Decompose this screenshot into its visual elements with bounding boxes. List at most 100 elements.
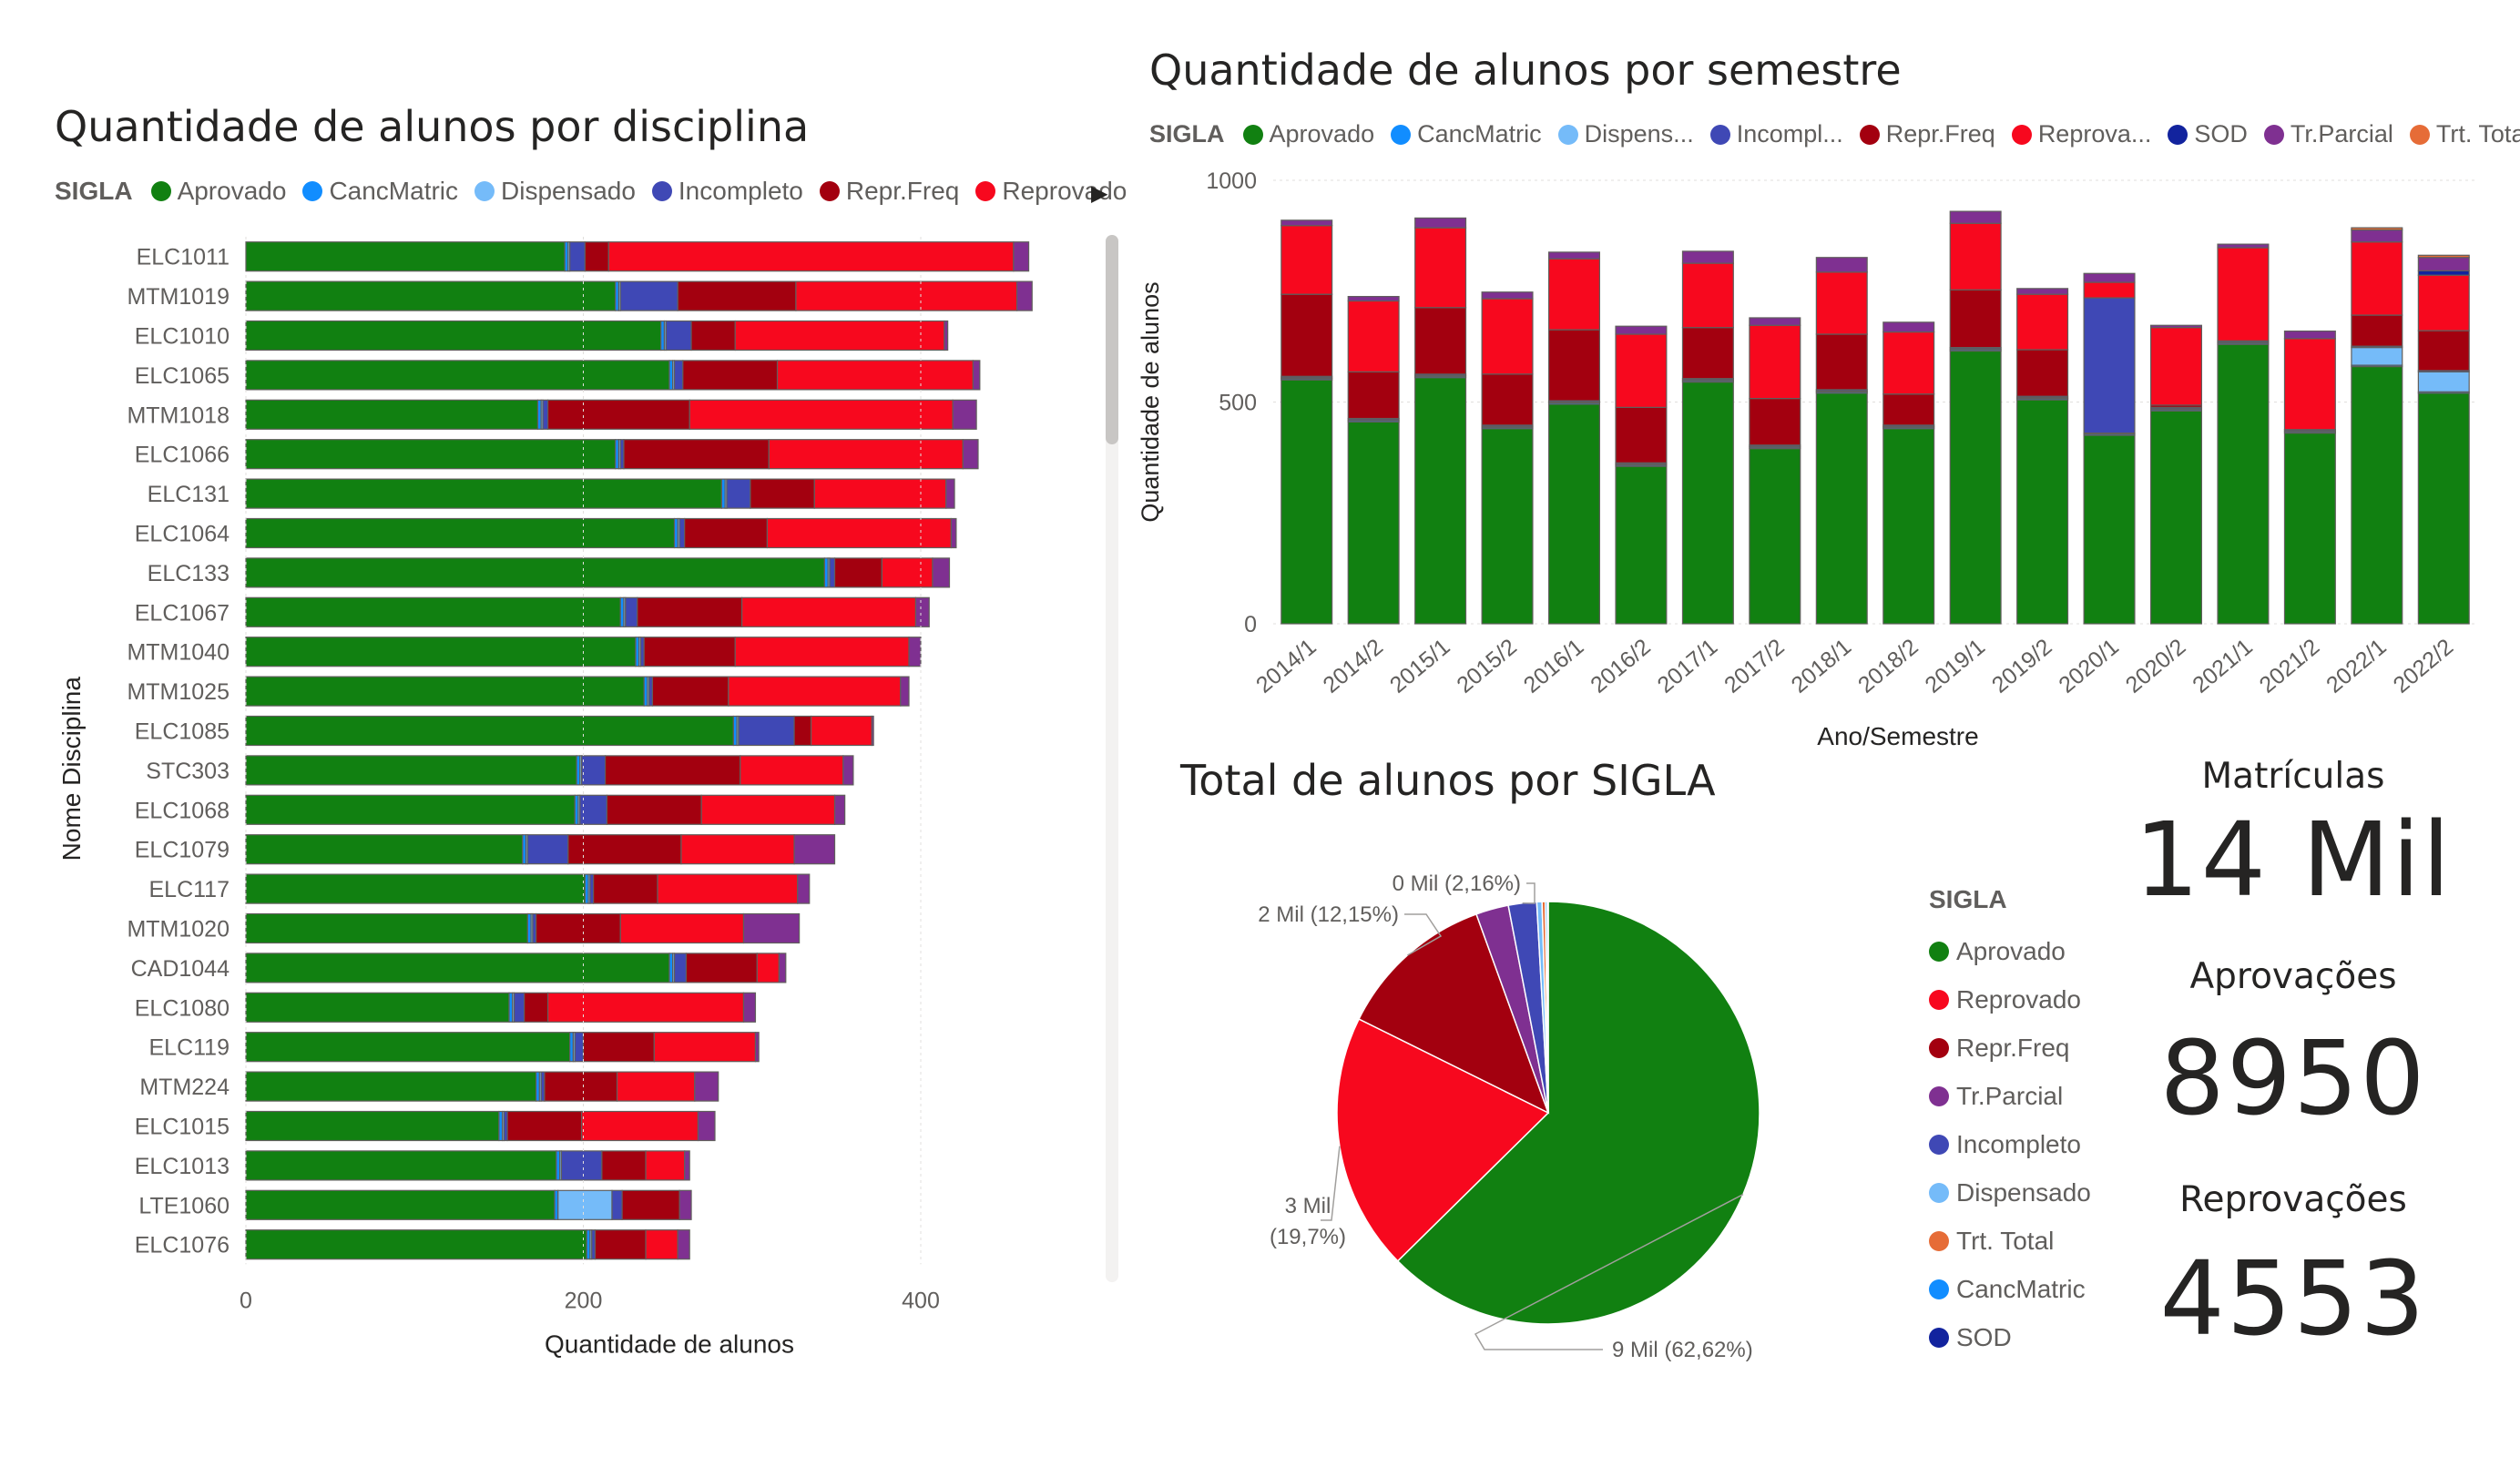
- legend-item-cancmatric[interactable]: CancMatric: [1391, 120, 1542, 148]
- column-segment-trt-total[interactable]: [2417, 254, 2470, 259]
- column-segment-repr-freq[interactable]: [1949, 289, 2002, 349]
- bar-segment-aprovado[interactable]: [245, 320, 662, 352]
- bar-segment-aprovado[interactable]: [245, 992, 510, 1023]
- bar-segment-aprovado[interactable]: [245, 834, 524, 865]
- bar-segment-reprovado[interactable]: [776, 360, 974, 391]
- bar-elc1064[interactable]: [245, 517, 957, 549]
- bar-segment-reprovado[interactable]: [768, 439, 964, 470]
- column-segment-tr-parcial[interactable]: [1681, 250, 1734, 264]
- column-segment-reprovado[interactable]: [1414, 227, 1467, 309]
- column-2014-2[interactable]: [1347, 295, 1400, 625]
- pie-legend-item-incompleto[interactable]: Incompleto: [1929, 1120, 2091, 1168]
- pie-legend-item-trt-total[interactable]: Trt. Total: [1929, 1217, 2091, 1265]
- bar-elc119[interactable]: [245, 1032, 760, 1063]
- bar-elc1068[interactable]: [245, 794, 846, 825]
- column-segment-repr-freq[interactable]: [2417, 330, 2470, 372]
- legend-item-cancmatric[interactable]: CancMatric: [302, 177, 458, 206]
- bar-segment-reprovado[interactable]: [728, 676, 902, 707]
- bar-segment-incompleto[interactable]: [829, 557, 836, 588]
- pie-legend-item-cancmatric[interactable]: CancMatric: [1929, 1265, 2091, 1313]
- bar-segment-tr-parcial[interactable]: [797, 873, 811, 904]
- bar-segment-incompleto[interactable]: [673, 953, 688, 983]
- bar-segment-repr-freq[interactable]: [604, 755, 741, 786]
- bar-segment-aprovado[interactable]: [245, 873, 586, 904]
- left-chart-scrollbar[interactable]: [1106, 235, 1118, 1282]
- column-segment-aprovado[interactable]: [2217, 343, 2270, 625]
- legend-item-dispensado[interactable]: Dispensado: [474, 177, 636, 206]
- bar-segment-reprovado[interactable]: [680, 834, 795, 865]
- bar-segment-repr-freq[interactable]: [593, 873, 658, 904]
- bar-elc131[interactable]: [245, 478, 955, 509]
- legend-next-icon[interactable]: ▶: [1091, 180, 1108, 206]
- pie-legend-item-repr-freq[interactable]: Repr.Freq: [1929, 1024, 2091, 1072]
- column-segment-repr-freq[interactable]: [2351, 314, 2403, 347]
- legend-item-repr-freq[interactable]: Repr.Freq: [819, 177, 959, 206]
- bar-segment-aprovado[interactable]: [245, 241, 566, 272]
- legend-item-dispensado[interactable]: Dispens...: [1557, 120, 1694, 148]
- column-segment-tr-parcial[interactable]: [1347, 295, 1400, 302]
- bar-segment-aprovado[interactable]: [245, 1071, 537, 1102]
- bar-segment-reprovado[interactable]: [734, 637, 910, 667]
- column-2020-2[interactable]: [2149, 324, 2203, 625]
- bar-segment-repr-freq[interactable]: [582, 1032, 655, 1063]
- bar-segment-incompleto[interactable]: [513, 992, 525, 1023]
- bar-segment-tr-parcial[interactable]: [952, 399, 977, 430]
- bar-segment-tr-parcial[interactable]: [742, 992, 757, 1023]
- bar-segment-reprovado[interactable]: [700, 794, 836, 825]
- column-segment-sod[interactable]: [2417, 270, 2470, 276]
- column-segment-repr-freq[interactable]: [1815, 333, 1868, 391]
- bar-segment-reprovado[interactable]: [766, 517, 952, 549]
- bar-segment-reprovado[interactable]: [645, 1229, 678, 1260]
- column-segment-reprovado[interactable]: [1615, 333, 1668, 408]
- bar-segment-repr-freq[interactable]: [606, 794, 702, 825]
- column-segment-aprovado[interactable]: [2149, 410, 2203, 625]
- bar-segment-tr-parcial[interactable]: [900, 676, 910, 707]
- bar-mtm1020[interactable]: [245, 912, 801, 944]
- bar-segment-reprovado[interactable]: [645, 1150, 686, 1181]
- column-segment-repr-freq[interactable]: [1280, 293, 1333, 377]
- legend-item-tr-parcial[interactable]: Tr.Parcial: [2263, 120, 2393, 148]
- bar-segment-incompleto[interactable]: [726, 478, 751, 509]
- bar-segment-repr-freq[interactable]: [601, 1150, 647, 1181]
- bar-stc303[interactable]: [245, 755, 854, 786]
- legend-item-reprovado[interactable]: Reprovado: [975, 177, 1127, 206]
- column-segment-tr-parcial[interactable]: [2016, 288, 2069, 295]
- column-2021-2[interactable]: [2283, 330, 2336, 625]
- bar-segment-reprovado[interactable]: [581, 1110, 699, 1142]
- column-segment-tr-parcial[interactable]: [1815, 257, 1868, 273]
- bar-segment-repr-freq[interactable]: [584, 241, 609, 272]
- bar-segment-tr-parcial[interactable]: [842, 755, 854, 786]
- column-segment-repr-freq[interactable]: [1347, 371, 1400, 420]
- column-segment-repr-freq[interactable]: [2016, 349, 2069, 397]
- bar-segment-aprovado[interactable]: [245, 596, 621, 627]
- column-segment-repr-freq[interactable]: [1681, 327, 1734, 380]
- bar-segment-reprovado[interactable]: [653, 1032, 757, 1063]
- bar-segment-tr-parcial[interactable]: [871, 715, 874, 747]
- bar-cad1044[interactable]: [245, 953, 787, 983]
- column-segment-reprovado[interactable]: [2351, 241, 2403, 316]
- bar-segment-incompleto[interactable]: [678, 517, 686, 549]
- bar-segment-reprovado[interactable]: [810, 715, 872, 747]
- bar-segment-tr-parcial[interactable]: [972, 360, 981, 391]
- bar-segment-aprovado[interactable]: [245, 755, 577, 786]
- bar-segment-reprovado[interactable]: [881, 557, 934, 588]
- column-segment-aprovado[interactable]: [1681, 381, 1734, 625]
- bar-segment-repr-freq[interactable]: [685, 953, 758, 983]
- legend-item-aprovado[interactable]: Aprovado: [1242, 120, 1374, 148]
- bar-segment-aprovado[interactable]: [245, 794, 576, 825]
- column-segment-reprovado[interactable]: [1481, 298, 1534, 375]
- bar-elc117[interactable]: [245, 873, 811, 904]
- bar-elc1067[interactable]: [245, 596, 930, 627]
- bar-elc133[interactable]: [245, 557, 951, 588]
- column-segment-reprovado[interactable]: [2217, 247, 2270, 341]
- column-segment-tr-parcial[interactable]: [1481, 291, 1534, 300]
- legend-item-sod[interactable]: SOD: [2168, 120, 2248, 148]
- bar-segment-reprovado[interactable]: [741, 596, 917, 627]
- bar-elc1015[interactable]: [245, 1110, 716, 1142]
- column-segment-reprovado[interactable]: [1547, 258, 1601, 331]
- bar-segment-aprovado[interactable]: [245, 478, 723, 509]
- bar-segment-tr-parcial[interactable]: [754, 1032, 760, 1063]
- bar-elc1079[interactable]: [245, 834, 836, 865]
- column-segment-tr-parcial[interactable]: [2083, 272, 2136, 283]
- bar-segment-tr-parcial[interactable]: [932, 557, 951, 588]
